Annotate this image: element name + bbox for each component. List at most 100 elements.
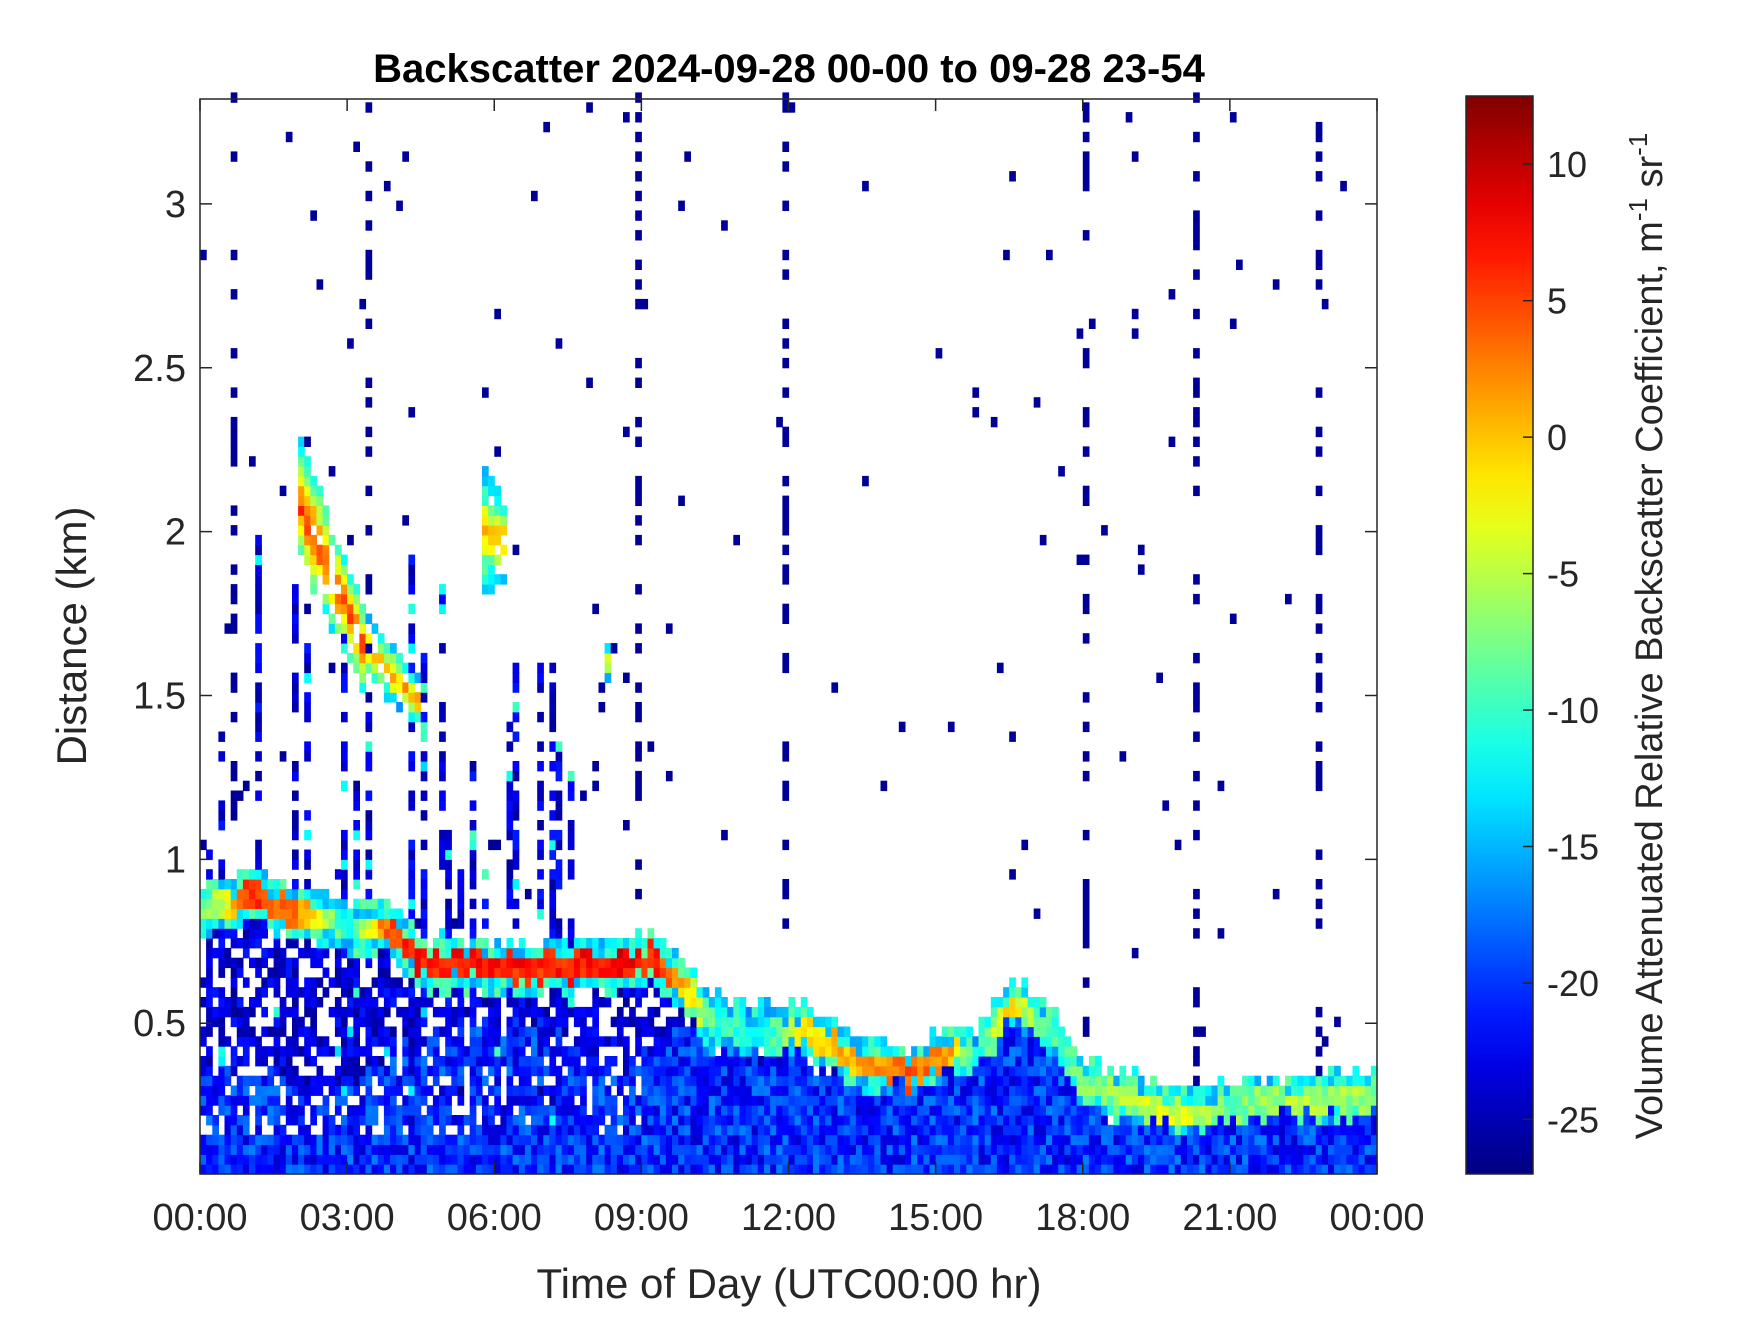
- heatmap-cell: [439, 584, 446, 595]
- heatmap-cell: [567, 770, 575, 782]
- heatmap-cell: [1358, 1085, 1366, 1096]
- heatmap-cell: [984, 1105, 992, 1116]
- heatmap-cell: [206, 908, 213, 919]
- heatmap-cell: [837, 1056, 845, 1067]
- heatmap-cell: [488, 1026, 495, 1037]
- heatmap-cell: [512, 859, 520, 870]
- heatmap-cell: [1193, 888, 1200, 900]
- heatmap-cell: [1033, 1006, 1041, 1018]
- heatmap-cell: [764, 1056, 771, 1067]
- heatmap-cell: [935, 1134, 943, 1146]
- heatmap-cell: [1193, 131, 1200, 143]
- heatmap-cell: [1046, 1154, 1053, 1165]
- heatmap-cell: [292, 1144, 299, 1155]
- heatmap-cell: [684, 1095, 691, 1106]
- heatmap-cell: [1168, 1134, 1176, 1146]
- heatmap-cell: [500, 515, 508, 526]
- heatmap-cell: [733, 1105, 740, 1116]
- heatmap-cell: [506, 829, 514, 841]
- heatmap-cell: [1358, 1115, 1366, 1126]
- heatmap-cell: [390, 1065, 397, 1077]
- heatmap-cell: [696, 1115, 704, 1126]
- heatmap-cell: [310, 554, 317, 565]
- heatmap-cell: [708, 1016, 716, 1028]
- heatmap-cell: [439, 800, 446, 811]
- heatmap-cell: [445, 977, 452, 988]
- heatmap-cell: [929, 1036, 937, 1047]
- heatmap-cell: [463, 1056, 471, 1067]
- heatmap-cell: [322, 1144, 330, 1155]
- heatmap-cell: [1352, 1164, 1360, 1175]
- heatmap-cell: [1101, 1154, 1108, 1165]
- heatmap-cell: [506, 879, 514, 890]
- heatmap-cell: [482, 957, 489, 969]
- heatmap-cell: [647, 1164, 655, 1175]
- heatmap-cell: [1352, 1075, 1360, 1087]
- heatmap-cell: [414, 1134, 422, 1146]
- heatmap-cell: [1058, 1095, 1065, 1106]
- heatmap-cell: [1358, 1095, 1366, 1106]
- heatmap-cell: [623, 1016, 630, 1028]
- heatmap-cell: [555, 810, 563, 821]
- heatmap-cell: [690, 1154, 698, 1165]
- heatmap-cell: [573, 947, 581, 959]
- heatmap-cell: [482, 1026, 489, 1037]
- heatmap-cell: [641, 1085, 649, 1096]
- heatmap-cell: [1193, 239, 1200, 251]
- heatmap-cell: [310, 1075, 317, 1087]
- heatmap-cell: [996, 1134, 1004, 1146]
- heatmap-cell: [537, 839, 544, 851]
- heatmap-cell: [1131, 1154, 1139, 1165]
- heatmap-cell: [1046, 1124, 1053, 1136]
- heatmap-cell: [1088, 1075, 1096, 1087]
- heatmap-cell: [972, 1036, 980, 1047]
- heatmap-cell: [1021, 1026, 1029, 1037]
- heatmap-cell: [665, 1065, 673, 1077]
- heatmap-cell: [249, 1144, 256, 1155]
- heatmap-cell: [402, 967, 409, 978]
- heatmap-cell: [304, 859, 311, 870]
- heatmap-cell: [1033, 1164, 1041, 1175]
- heatmap-cell: [739, 1016, 747, 1028]
- heatmap-cell: [543, 121, 550, 133]
- heatmap-cell: [592, 1144, 599, 1155]
- heatmap-cell: [426, 987, 434, 998]
- heatmap-cell: [935, 348, 943, 359]
- heatmap-cell: [1082, 1065, 1090, 1077]
- heatmap-cell: [1070, 1105, 1078, 1116]
- heatmap-cell: [1150, 1124, 1157, 1136]
- heatmap-cell: [635, 584, 642, 595]
- heatmap-cell: [684, 987, 691, 998]
- heatmap-cell: [708, 1105, 716, 1116]
- heatmap-cell: [1174, 1095, 1182, 1106]
- heatmap-cell: [757, 1056, 765, 1067]
- heatmap-cell: [500, 1046, 508, 1057]
- heatmap-cell: [420, 987, 428, 998]
- heatmap-cell: [1046, 1075, 1053, 1087]
- heatmap-cell: [371, 662, 379, 674]
- heatmap-cell: [512, 1016, 520, 1028]
- heatmap-cell: [598, 1105, 606, 1116]
- heatmap-cell: [334, 869, 342, 880]
- heatmap-cell: [524, 888, 532, 900]
- heatmap-cell: [678, 1124, 685, 1136]
- heatmap-cell: [1315, 672, 1323, 683]
- heatmap-cell: [432, 1046, 440, 1057]
- heatmap-cell: [518, 1134, 526, 1146]
- heatmap-cell: [567, 1154, 575, 1165]
- heatmap-cell: [708, 1046, 716, 1057]
- heatmap-cell: [310, 888, 317, 900]
- heatmap-cell: [518, 957, 526, 969]
- heatmap-cell: [279, 1154, 287, 1165]
- heatmap-cell: [328, 613, 336, 624]
- heatmap-cell: [414, 1164, 422, 1175]
- heatmap-cell: [751, 1115, 759, 1126]
- x-tick-label: 15:00: [888, 1197, 983, 1239]
- heatmap-cell: [408, 1065, 416, 1077]
- heatmap-cell: [665, 1075, 673, 1087]
- heatmap-cell: [512, 829, 520, 841]
- heatmap-cell: [292, 918, 299, 929]
- heatmap-cell: [996, 1075, 1004, 1087]
- heatmap-cell: [898, 1056, 906, 1067]
- heatmap-cell: [684, 1085, 691, 1096]
